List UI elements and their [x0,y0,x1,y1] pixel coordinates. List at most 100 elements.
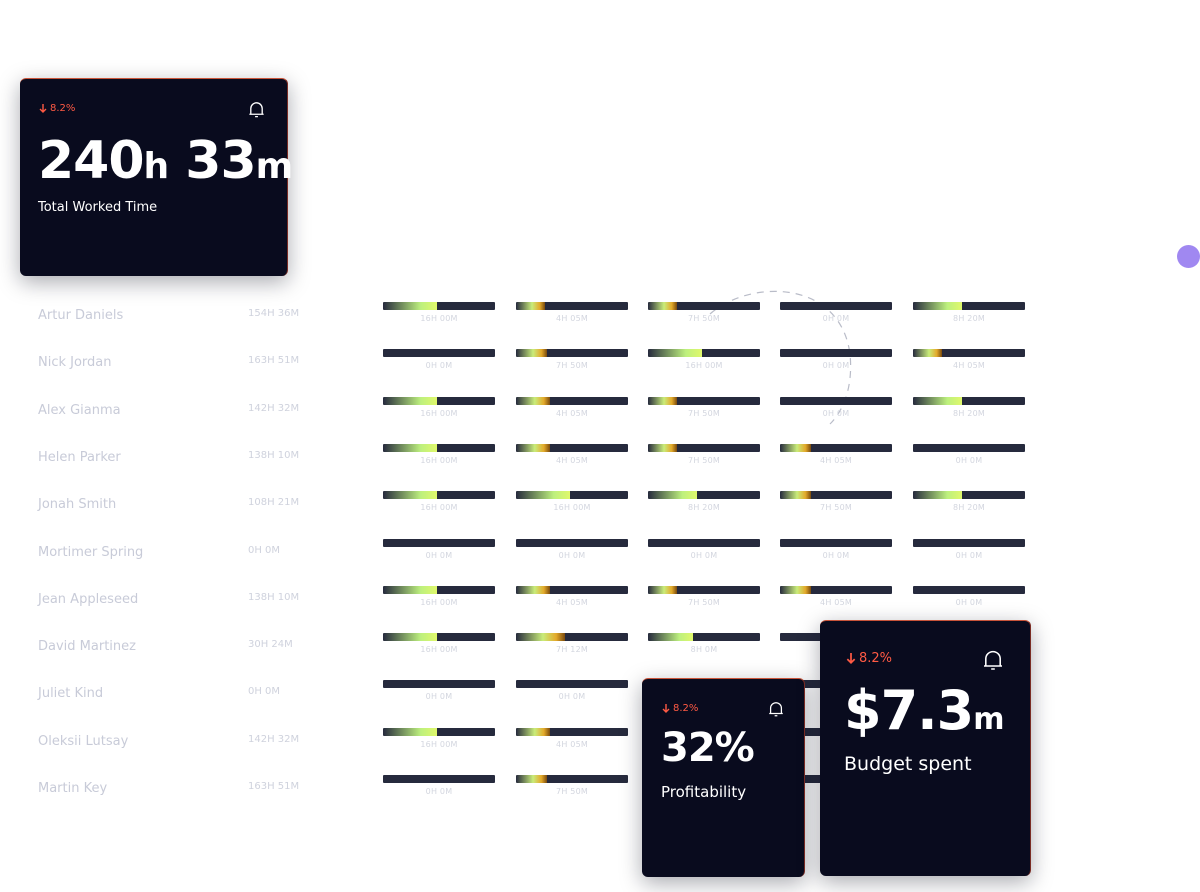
time-bar-cell[interactable]: 7H 50M [648,585,760,616]
employee-total-time: 154H 36M [248,308,300,319]
time-bar-cell[interactable]: 7H 50M [648,396,760,427]
time-bar [913,491,1025,500]
time-bar-cell[interactable]: 0H 0M [913,538,1025,569]
time-bar-cell[interactable]: 16H 00M [383,633,495,663]
time-bar-cell[interactable]: 7H 12M [516,633,628,663]
time-bar [780,585,892,594]
employee-name: Mortimer Spring [38,544,144,560]
employee-name: Juliet Kind [38,686,104,702]
time-bar [648,633,760,642]
time-bar-cell[interactable]: 4H 05M [516,585,628,616]
time-bar-cell[interactable]: 7H 50M [780,491,892,521]
profitability-value: 32% [661,725,755,771]
time-bar-cell[interactable]: 8H 20M [913,302,1025,332]
employee-name: Martin Key [38,781,108,796]
time-bar-label: 0H 0M [558,550,586,560]
time-bar-label: 8H 20M [953,503,985,513]
time-bar-cell[interactable]: 4H 05M [516,727,628,758]
time-bar [383,538,495,547]
time-bar [516,680,628,689]
time-bar-cell[interactable]: 0H 0M [780,538,892,569]
time-bar-cell[interactable]: 8H 20M [913,396,1025,427]
time-bar-cell[interactable]: 16H 00M [383,396,495,427]
time-bar-label: 0H 0M [690,550,718,560]
time-bar-cell[interactable]: 0H 0M [383,680,495,710]
time-bar-label: 0H 0M [955,455,983,465]
bell-icon[interactable] [981,648,1005,672]
time-bar-cell[interactable]: 16H 00M [383,302,495,332]
employee-name: Jonah Smith [38,497,117,513]
time-bar-cell[interactable]: 8H 20M [648,491,760,521]
time-bar [913,443,1025,452]
time-bar-cell[interactable]: 16H 00M [383,585,495,616]
time-bar-cell[interactable]: 0H 0M [913,585,1025,616]
budget-spent-card[interactable]: 8.2% $7.3m Budget spent [820,620,1031,876]
time-bar-fill [383,727,437,736]
employee-total-time: 138H 10M [248,591,300,603]
time-bar-label: 0H 0M [822,361,850,371]
total-worked-time-card[interactable]: 8.2% 240h 33m Total Worked Time [20,78,293,276]
time-bar [383,727,495,736]
time-bar-cell[interactable]: 0H 0M [516,680,628,710]
time-bar-cell[interactable]: 7H 50M [516,775,628,805]
time-bar-cell[interactable]: 4H 05M [780,585,892,616]
time-bar [383,633,495,642]
time-bar-label: 7H 50M [820,503,852,513]
time-bar [780,302,892,310]
time-bar-fill [516,302,546,310]
employee-name: Helen Parker [38,449,121,465]
time-bar [913,585,1025,594]
time-bar-fill [516,349,548,358]
time-bar-label: 0H 0M [822,408,850,418]
time-bar-cell[interactable]: 16H 00M [648,349,760,379]
time-bar-label: 4H 05M [556,408,588,418]
time-bar-cell[interactable]: 16H 00M [383,491,495,521]
time-bar-cell[interactable]: 8H 20M [913,491,1025,521]
employee-total-time: 163H 51M [248,781,300,792]
time-bar-cell[interactable]: 4H 05M [780,443,892,474]
time-bar-cell[interactable]: 0H 0M [780,302,892,332]
time-bar-fill [383,302,437,310]
bell-icon[interactable] [767,700,785,718]
bell-icon[interactable] [247,100,266,119]
trend-value: 8.2% [859,651,893,666]
time-bar-cell[interactable]: 0H 0M [648,538,760,569]
time-bar-cell[interactable]: 4H 05M [516,302,628,332]
time-bar-cell[interactable]: 0H 0M [516,538,628,569]
time-bar-label: 4H 05M [820,455,852,465]
employee-total-time: 108H 21M [248,497,300,509]
time-bar-label: 4H 05M [556,739,588,749]
time-bar-label: 16H 00M [420,314,458,323]
time-bar-cell[interactable]: 0H 0M [780,349,892,379]
time-bar-label: 16H 00M [420,503,458,513]
time-bar-cell[interactable]: 4H 05M [516,443,628,474]
time-bar-cell[interactable]: 4H 05M [913,349,1025,379]
time-bar [913,349,1025,358]
time-bar [648,396,760,405]
time-bar-cell[interactable]: 0H 0M [383,538,495,569]
time-bar-fill [913,396,963,405]
time-bar-label: 16H 00M [685,361,723,371]
time-bar-label: 4H 05M [953,361,985,371]
time-bar-cell[interactable]: 4H 05M [516,396,628,427]
time-bar [383,491,495,500]
time-bar-cell[interactable]: 7H 50M [516,349,628,379]
time-bar-cell[interactable]: 7H 50M [648,302,760,332]
time-bar-cell[interactable]: 16H 00M [383,727,495,758]
profitability-card[interactable]: 8.2% 32% Profitability [642,678,805,877]
time-bar-cell[interactable]: 16H 00M [383,443,495,474]
time-bar-cell[interactable]: 0H 0M [383,349,495,379]
time-bar-cell[interactable]: 8H 0M [648,633,760,663]
worked-time-value: 240h 33m [38,131,293,191]
time-bar-cell[interactable]: 0H 0M [913,443,1025,474]
time-bar-cell[interactable]: 0H 0M [383,775,495,805]
time-bar [648,302,760,310]
time-bar-cell[interactable]: 7H 50M [648,443,760,474]
time-bar-cell[interactable]: 0H 0M [780,396,892,427]
arrow-down-icon [846,653,856,664]
time-bar-label: 16H 00M [420,645,458,655]
time-bar-label: 7H 50M [688,314,720,323]
time-bar [383,396,495,405]
time-bar-cell[interactable]: 16H 00M [516,491,628,521]
time-bar [913,396,1025,405]
